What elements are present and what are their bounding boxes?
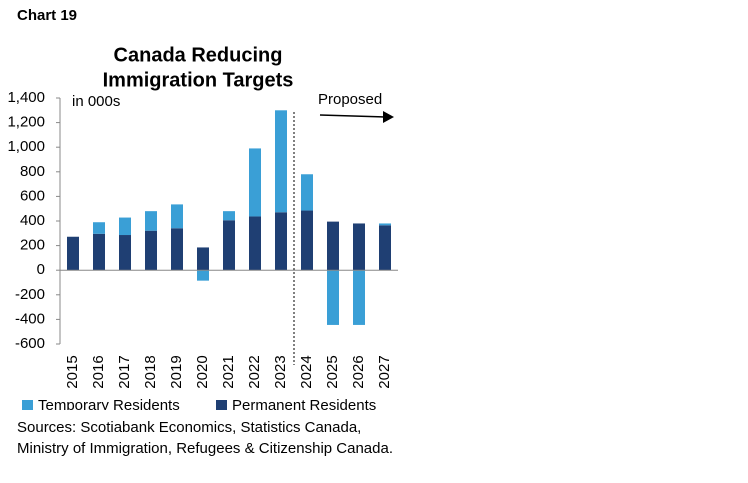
bar — [327, 221, 339, 271]
bar — [249, 148, 261, 217]
x-tick-label: 2019 — [168, 355, 185, 388]
x-tick-label: 2016 — [90, 355, 107, 388]
y-tick-label: -400 — [15, 310, 45, 327]
bar — [93, 222, 105, 234]
y-tick-label: 800 — [20, 163, 45, 180]
y-tick-label: 1,000 — [7, 138, 45, 155]
legend-label: Permanent Residents — [232, 397, 376, 410]
x-tick-label: 2018 — [142, 355, 159, 388]
bar — [275, 110, 287, 213]
chart-title: Canada Reducing — [114, 44, 283, 66]
chart: Chart 19 Canada Reducing Immigration Tar… — [7, 7, 398, 410]
x-tick-label: 2020 — [194, 355, 211, 388]
bar — [249, 216, 261, 271]
bar — [301, 174, 313, 211]
y-tick-label: 600 — [20, 187, 45, 204]
x-tick-label: 2017 — [116, 355, 133, 388]
x-tick-label: 2027 — [376, 355, 393, 388]
y-tick-label: -600 — [15, 335, 45, 352]
bar — [223, 220, 235, 271]
bar — [353, 270, 365, 325]
bar — [119, 217, 131, 236]
bar — [223, 211, 235, 221]
bar — [301, 210, 313, 271]
arrow-head — [383, 111, 394, 123]
bar — [93, 233, 105, 271]
bar — [197, 270, 209, 281]
bar — [171, 228, 183, 271]
y-tick-label: 200 — [20, 237, 45, 254]
bar — [197, 247, 209, 271]
x-tick-label: 2015 — [64, 355, 81, 388]
legend-label: Temporary Residents — [38, 397, 180, 410]
bar — [145, 230, 157, 271]
x-tick-label: 2026 — [350, 355, 367, 388]
source-note: Sources: Scotiabank Economics, Statistic… — [17, 419, 393, 457]
y-tick-label: 0 — [37, 261, 45, 278]
chart-title: Immigration Targets — [103, 69, 294, 91]
annotation: Proposed — [318, 91, 382, 108]
x-tick-label: 2024 — [298, 355, 315, 388]
bar — [119, 235, 131, 271]
bar — [145, 211, 157, 231]
y-tick-label: 1,200 — [7, 114, 45, 131]
x-tick-label: 2023 — [272, 355, 289, 388]
x-tick-label: 2025 — [324, 355, 341, 388]
bar — [379, 223, 391, 226]
legend-swatch — [22, 400, 33, 410]
bar — [327, 270, 339, 325]
unit-label: in 000s — [72, 93, 120, 110]
x-tick-label: 2022 — [246, 355, 263, 388]
bar — [353, 223, 365, 271]
x-tick-label: 2021 — [220, 355, 237, 388]
y-tick-label: 400 — [20, 212, 45, 229]
bar — [275, 212, 287, 271]
chart-label: Chart 19 — [17, 7, 77, 24]
arrow — [319, 114, 386, 118]
y-tick-label: 1,400 — [7, 89, 45, 106]
legend-swatch — [216, 400, 227, 410]
bar — [67, 236, 79, 271]
y-tick-label: -200 — [15, 286, 45, 303]
bar — [379, 225, 391, 271]
bar — [171, 204, 183, 229]
